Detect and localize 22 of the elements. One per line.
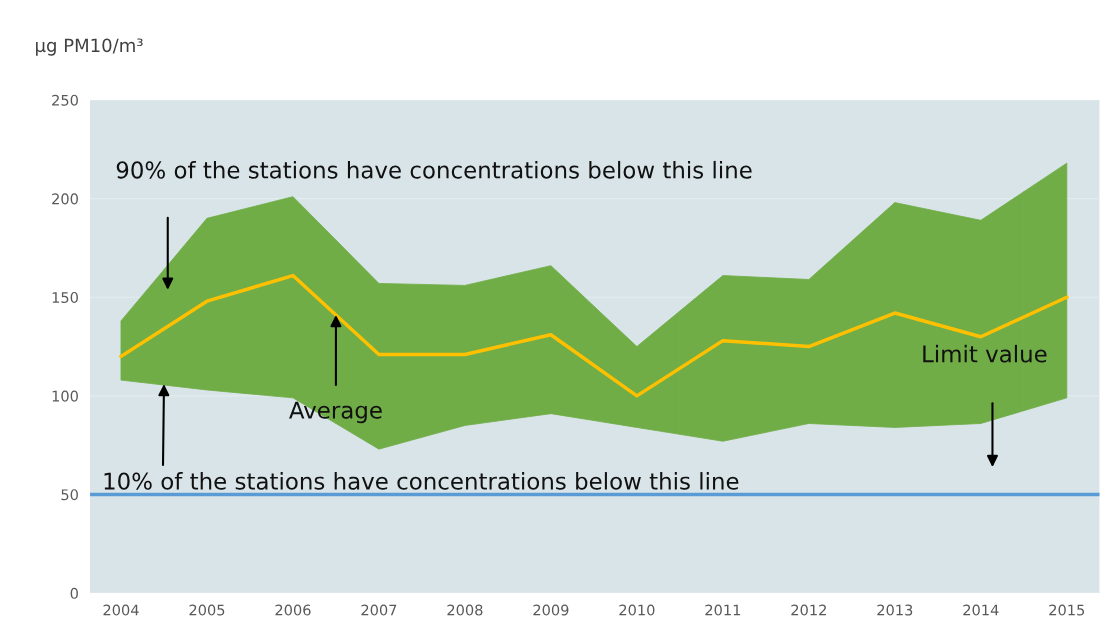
y-tick-label: 50 (61, 489, 78, 501)
x-tick-label: 2006 (275, 604, 311, 616)
x-tick-label: 2004 (103, 604, 139, 616)
x-tick-label: 2010 (619, 604, 655, 616)
x-tick-label: 2008 (447, 604, 483, 616)
x-tick-label: 2013 (877, 604, 913, 616)
annotation: 10% of the stations have concentrations below this line (104, 472, 739, 490)
x-tick-label: 2011 (705, 604, 741, 616)
x-tick-label: 2009 (533, 604, 569, 616)
x-tick-label: 2007 (361, 604, 397, 616)
x-tick-label: 2005 (189, 604, 225, 616)
y-tick-label: 200 (52, 193, 78, 205)
x-tick-label: 2015 (1049, 604, 1085, 616)
y-tick-label: 0 (70, 587, 78, 599)
y-tick-label: 150 (52, 291, 78, 303)
y-tick-label: 100 (52, 390, 78, 402)
annotation: Limit value (923, 344, 1047, 363)
x-tick-label: 2014 (963, 604, 999, 616)
y-axis-title: µg PM10/m³ (36, 38, 143, 56)
y-tick-label: 250 (52, 94, 78, 106)
x-tick-label: 2012 (791, 604, 826, 616)
annotation: 90% of the stations have concentrations below this line (116, 160, 752, 179)
